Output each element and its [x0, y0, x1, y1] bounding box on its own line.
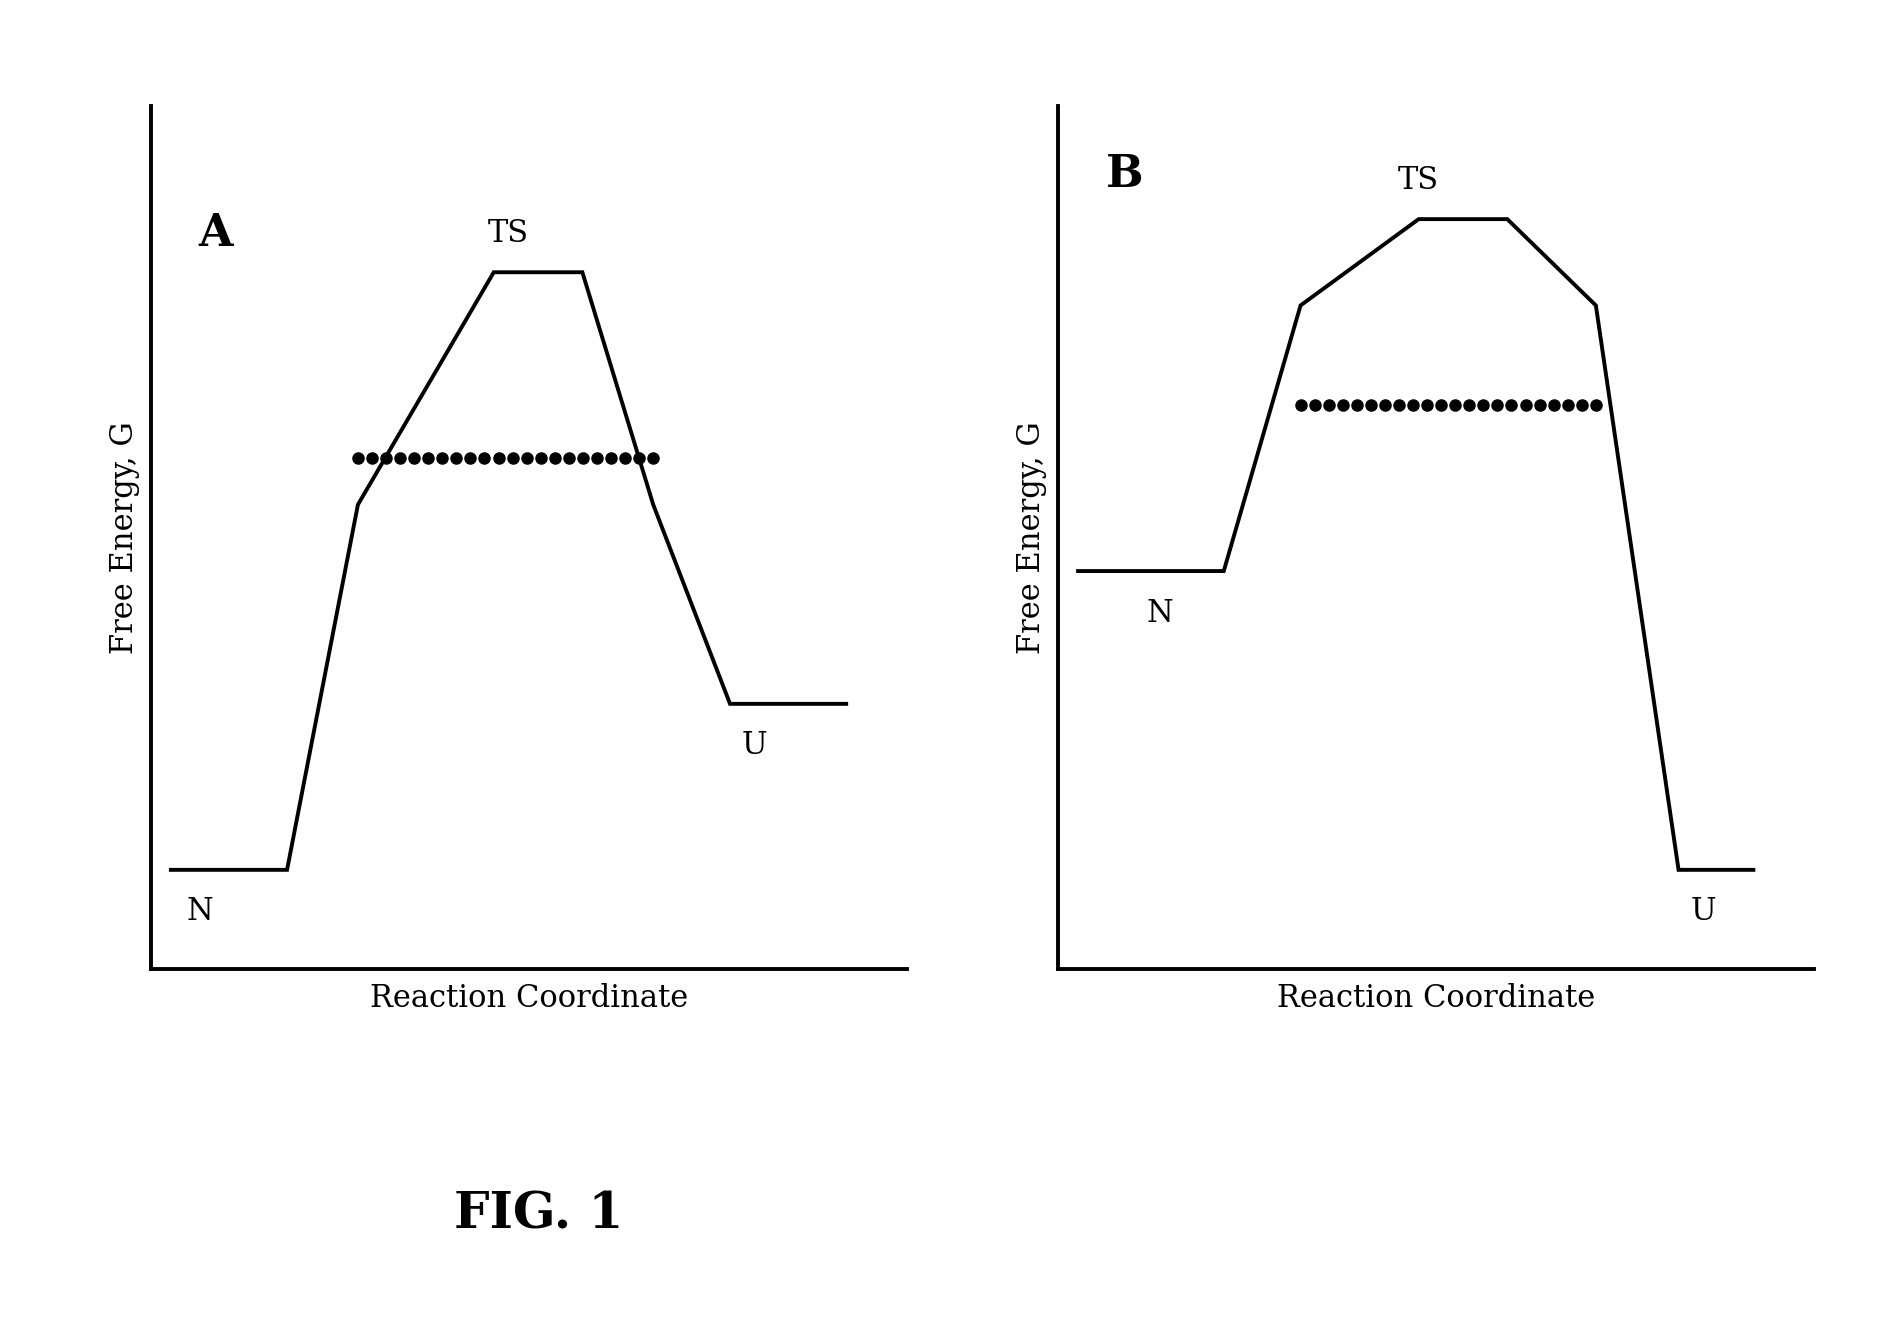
Text: B: B [1105, 153, 1143, 195]
Y-axis label: Free Energy, G: Free Energy, G [1016, 421, 1047, 655]
Text: TS: TS [1398, 165, 1439, 195]
Text: N: N [187, 896, 213, 927]
Text: U: U [742, 730, 767, 761]
Y-axis label: Free Energy, G: Free Energy, G [110, 421, 140, 655]
Text: N: N [1147, 598, 1173, 628]
X-axis label: Reaction Coordinate: Reaction Coordinate [370, 983, 688, 1015]
Text: FIG. 1: FIG. 1 [453, 1191, 623, 1239]
Text: A: A [198, 212, 232, 255]
Text: U: U [1689, 896, 1715, 927]
X-axis label: Reaction Coordinate: Reaction Coordinate [1277, 983, 1594, 1015]
Text: TS: TS [487, 218, 529, 250]
